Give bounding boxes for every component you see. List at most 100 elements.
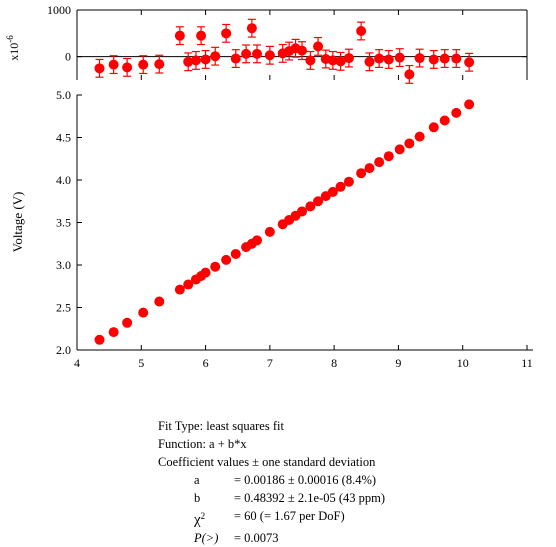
main-data-point [210,261,221,272]
residual-point [364,56,375,67]
residual-point [439,53,450,64]
residual-point [221,28,232,39]
residual-point [210,51,221,62]
residual-point [241,48,252,59]
coefficient-a-name: a [194,473,200,487]
main-xtick-label: 11 [521,356,533,370]
residual-point [200,54,211,65]
main-data-point [313,196,324,207]
main-data-point [343,176,354,187]
fit-results: Fit Type: least squares fit Function: a … [158,417,385,547]
main-data-point [356,168,367,179]
main-data-point [394,144,405,155]
p-value-value: = 0.0073 [234,531,279,546]
main-data-point [230,248,241,259]
residual-point [252,48,262,59]
residual-point [138,59,149,70]
coefficient-b-value: = 0.48392 ± 2.1e-05 (43 ppm) [234,491,386,505]
main-ytick-label: 4.5 [56,131,71,145]
main-data-point [327,186,338,197]
residual-point [464,57,475,68]
residual-point [383,54,394,65]
residual-point [246,23,257,34]
residual-point [297,45,307,56]
residual-point [108,59,119,70]
fit-function: Function: a + b*x [158,437,247,451]
main-ytick-label: 2.5 [56,301,71,315]
main-data-point [439,115,450,126]
residual-point [230,53,241,64]
main-data-point [138,307,149,318]
chi-squared: χ2 = 60 (= 1.67 per DoF) [158,507,385,529]
main-data-point [200,267,211,278]
main-data-point [154,296,165,307]
residual-point [414,53,425,64]
residual-scale-exponent: -6 [5,35,15,43]
main-data-point [183,279,194,290]
main-ytick-label: 2.0 [56,343,71,357]
coefficient-b: b = 0.48392 ± 2.1e-05 (43 ppm) [158,489,385,507]
main-data-point [108,327,119,338]
main-data-point [297,206,307,217]
main-data-point [464,99,475,110]
residual-point [190,55,201,66]
main-ytick-label: 3.5 [56,216,71,230]
chart-svg: 0 1000 x10-6 2.0 2.5 3.0 3.5 4.0 4.5 5.0 4 5 6 7 8 9 10… [5,3,533,370]
main-xtick-label: 4 [74,356,80,370]
main-data-point [428,122,439,133]
fit-type: Fit Type: least squares fit [158,419,284,433]
main-xtick-label: 5 [138,356,144,370]
residual-point [374,53,385,64]
main-ylabel: Voltage (V) [10,192,25,253]
main-data-point [94,334,105,345]
main-data-point [414,131,425,142]
residual-panel: 0 1000 x10-6 [5,3,528,84]
main-xtick-label: 8 [331,356,337,370]
residual-point [327,55,338,66]
main-data-point [264,226,275,237]
main-ytick-label: 3.0 [56,258,71,272]
residual-point [428,54,439,65]
residual-point [451,53,462,64]
residual-point [154,59,165,70]
main-panel: 2.0 2.5 3.0 3.5 4.0 4.5 5.0 4 5 6 7 8 9 10 11 Voltage (… [10,88,533,370]
residual-ytick-label: 0 [65,50,71,64]
residual-point [394,52,405,63]
coefficient-a: a = 0.00186 ± 0.00016 (8.4%) [158,471,385,489]
residual-point [404,69,415,80]
residual-point [183,56,194,67]
chi-squared-symbol: χ2 [158,507,234,529]
main-data-point [221,254,232,265]
residual-point [122,62,133,73]
coefficient-b-name: b [194,491,201,505]
chi-symbol: χ [194,512,201,529]
main-data-point [374,157,385,168]
main-xtick-label: 9 [395,356,401,370]
main-data-point [451,107,462,118]
coefficient-header: Coefficient values ± one standard deviat… [158,455,376,469]
main-data-point [364,163,375,174]
main-data-point [122,317,133,328]
p-value-symbol: P(>) [194,531,219,546]
residual-point [343,53,354,64]
residual-point [313,41,324,52]
main-data-point [404,138,415,149]
main-xtick-label: 10 [457,356,469,370]
coefficient-a-value: = 0.00186 ± 0.00016 (8.4%) [234,473,377,487]
residual-point [356,26,367,36]
residual-point [94,63,105,74]
main-ytick-label: 5.0 [56,88,71,102]
residual-point [174,30,185,41]
main-data-point [383,151,394,162]
chi-squared-value: = 60 (= 1.67 per DoF) [234,509,345,523]
main-data-point [335,181,346,192]
main-xtick-label: 6 [203,356,209,370]
main-xtick-label: 7 [267,356,273,370]
residual-point [335,56,346,67]
main-data-point [305,201,316,212]
residual-point [264,50,275,61]
residual-ytick-label: 1000 [47,3,71,17]
p-value: P(>) = 0.0073 [158,529,385,547]
residual-point [196,30,207,41]
residual-point [305,55,316,66]
